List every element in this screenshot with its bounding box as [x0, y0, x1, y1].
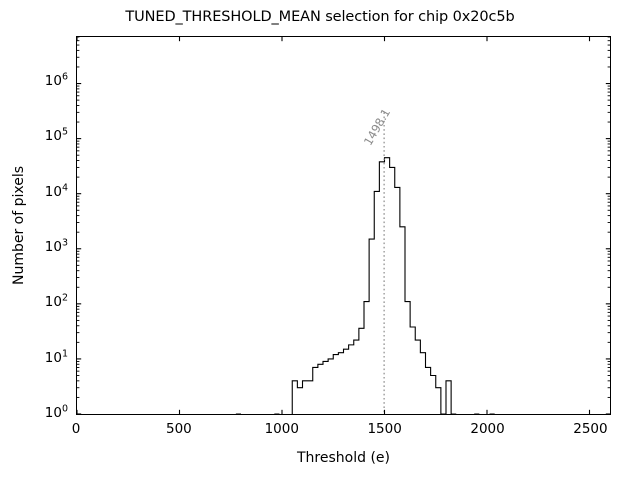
x-tick-label: 1000 — [264, 421, 299, 437]
x-tick-label: 1500 — [367, 421, 402, 437]
x-tick-label: 500 — [165, 421, 192, 437]
x-axis-title: Threshold (e) — [297, 450, 390, 466]
y-tick-label: 102 — [44, 292, 68, 311]
x-tick-label: 0 — [71, 421, 81, 437]
plot-area — [76, 36, 611, 415]
y-tick-label: 100 — [44, 403, 68, 421]
y-tick-label: 106 — [44, 71, 68, 89]
y-tick-label: 104 — [44, 182, 68, 200]
y-axis-title: Number of pixels — [11, 165, 27, 286]
x-tick-marks — [77, 37, 590, 414]
y-tick-marks — [77, 37, 610, 414]
histogram-svg — [77, 37, 610, 414]
histogram-outline — [236, 158, 495, 414]
histogram-step-trace — [236, 158, 495, 414]
x-tick-label: 2000 — [470, 421, 505, 437]
y-tick-label: 101 — [44, 348, 68, 366]
y-tick-label: 103 — [44, 237, 68, 255]
x-tick-label: 2500 — [573, 421, 608, 437]
chart-title: TUNED_THRESHOLD_MEAN selection for chip … — [125, 9, 515, 25]
y-tick-label: 105 — [44, 126, 68, 145]
